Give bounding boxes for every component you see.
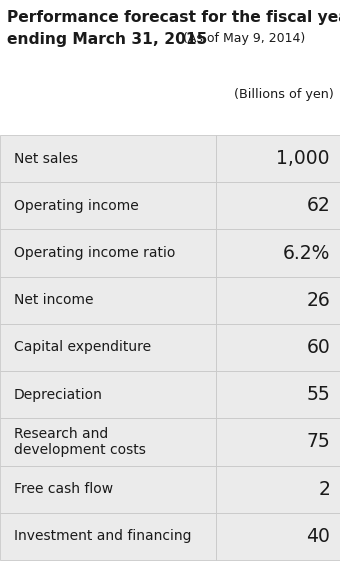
- Text: 6.2%: 6.2%: [283, 244, 330, 263]
- Bar: [216, 418, 340, 466]
- Text: Capital expenditure: Capital expenditure: [14, 341, 151, 354]
- Text: Research and
development costs: Research and development costs: [14, 427, 146, 457]
- Text: (Billions of yen): (Billions of yen): [234, 88, 334, 101]
- Text: (As of May 9, 2014): (As of May 9, 2014): [179, 32, 305, 45]
- Bar: [0, 182, 216, 229]
- Bar: [0, 513, 216, 560]
- Bar: [0, 371, 216, 418]
- Text: Net sales: Net sales: [14, 151, 78, 166]
- Text: 40: 40: [306, 527, 330, 546]
- Bar: [216, 182, 340, 229]
- Bar: [0, 277, 216, 324]
- Text: 62: 62: [306, 196, 330, 215]
- Bar: [216, 135, 340, 182]
- Text: 75: 75: [306, 432, 330, 451]
- Bar: [216, 229, 340, 277]
- Bar: [216, 513, 340, 560]
- Bar: [0, 229, 216, 277]
- Text: Operating income ratio: Operating income ratio: [14, 246, 175, 260]
- Bar: [216, 371, 340, 418]
- Text: Investment and financing: Investment and financing: [14, 529, 191, 544]
- Text: 60: 60: [306, 338, 330, 357]
- Text: 26: 26: [306, 291, 330, 310]
- Text: ending March 31, 2015: ending March 31, 2015: [7, 32, 207, 47]
- Bar: [0, 418, 216, 466]
- Text: Free cash flow: Free cash flow: [14, 482, 113, 496]
- Text: Net income: Net income: [14, 293, 94, 307]
- Text: 55: 55: [306, 385, 330, 404]
- Text: Performance forecast for the fiscal year: Performance forecast for the fiscal year: [7, 10, 340, 25]
- Bar: [216, 466, 340, 513]
- Bar: [216, 324, 340, 371]
- Bar: [216, 277, 340, 324]
- Text: 2: 2: [318, 480, 330, 499]
- Bar: [0, 324, 216, 371]
- Bar: [0, 135, 216, 182]
- Bar: [0, 466, 216, 513]
- Text: 1,000: 1,000: [276, 149, 330, 168]
- Text: Operating income: Operating income: [14, 199, 139, 213]
- Text: Depreciation: Depreciation: [14, 388, 103, 402]
